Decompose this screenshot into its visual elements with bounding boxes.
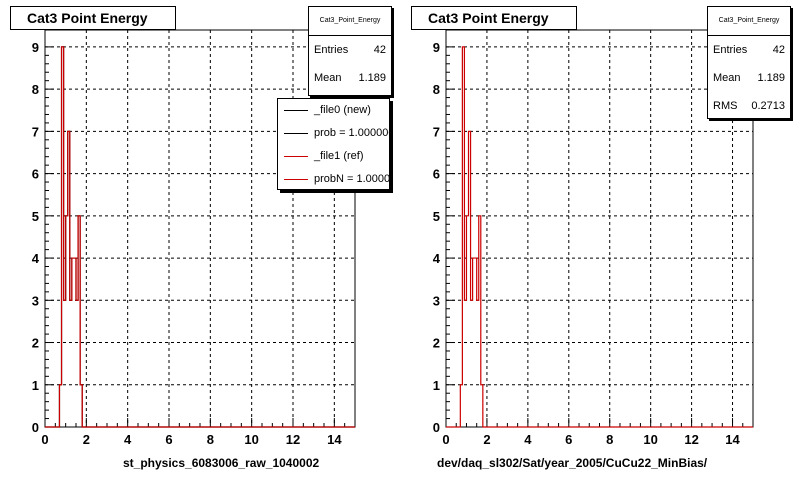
left-y-tick-label-0: 0 <box>32 420 39 435</box>
left-y-tick-label-1: 1 <box>32 378 39 393</box>
left-plot-frame <box>44 29 356 428</box>
left-y-tick-label-5: 5 <box>32 209 39 224</box>
right-stats-box: Cat3_Point_Energy Entries 42 Mean 1.189 … <box>707 6 791 119</box>
right-x-tick-label-0: 0 <box>442 432 449 447</box>
left-histogram-series-1 <box>45 46 355 428</box>
left-y-tick-label-4: 4 <box>32 251 40 266</box>
right-y-tick-label-9: 9 <box>433 40 440 55</box>
right-x-tick-label-12: 12 <box>684 432 698 447</box>
left-y-tick-label-8: 8 <box>32 82 39 97</box>
right-y-tick-label-7: 7 <box>433 124 440 139</box>
legend-label-probn: probN = 1.000000 <box>314 173 390 185</box>
left-x-tick-label-6: 6 <box>165 432 172 447</box>
legend-item-probn: probN = 1.000000 <box>278 168 390 189</box>
left-x-tick-label-14: 14 <box>327 432 342 447</box>
right-stats-rms-value: 0.2713 <box>751 100 785 112</box>
left-stats-mean-label: Mean <box>314 72 342 84</box>
right-stats-entries: Entries 42 <box>708 36 790 64</box>
legend-item-file0: _file0 (new) <box>278 99 389 122</box>
right-y-tick-label-1: 1 <box>433 378 440 393</box>
right-x-tick-label-2: 2 <box>483 432 490 447</box>
right-x-axis-title: dev/daq_sl302/Sat/year_2005/CuCu22_MinBi… <box>437 456 708 470</box>
right-chart-title: Cat3 Point Energy <box>411 6 577 30</box>
left-x-tick-label-10: 10 <box>244 432 258 447</box>
legend-label-file1: _file1 (ref) <box>314 150 364 162</box>
left-stats-mean-value: 1.189 <box>358 72 386 84</box>
right-plot-frame <box>445 29 754 428</box>
legend-line-prob <box>284 133 308 134</box>
legend-label-prob: prob = 1.000000 <box>314 127 390 139</box>
right-y-tick-label-8: 8 <box>433 82 440 97</box>
left-stats-box: Cat3_Point_Energy Entries 42 Mean 1.189 <box>308 6 392 96</box>
left-x-axis-title: st_physics_6083006_raw_1040002 <box>123 456 320 470</box>
right-x-tick-label-6: 6 <box>565 432 572 447</box>
right-stats-rms: RMS 0.2713 <box>708 92 790 120</box>
left-stats-mean: Mean 1.189 <box>309 64 391 92</box>
right-stats-entries-value: 42 <box>772 44 785 56</box>
left-chart-title: Cat3 Point Energy <box>10 6 176 30</box>
left-legend: _file0 (new) prob = 1.000000 _file1 (ref… <box>277 98 390 190</box>
left-x-tick-label-8: 8 <box>207 432 214 447</box>
left-y-tick-label-7: 7 <box>32 124 39 139</box>
right-stats-mean-label: Mean <box>713 72 741 84</box>
right-y-tick-label-2: 2 <box>433 336 440 351</box>
right-x-tick-label-10: 10 <box>643 432 657 447</box>
right-stats-mean: Mean 1.189 <box>708 64 790 92</box>
legend-line-probn <box>284 179 308 180</box>
legend-label-file0: _file0 (new) <box>314 104 371 116</box>
right-stats-rms-label: RMS <box>713 100 738 112</box>
right-y-tick-label-4: 4 <box>433 251 441 266</box>
left-stats-entries-value: 42 <box>373 44 386 56</box>
left-y-tick-label-3: 3 <box>32 293 39 308</box>
left-stats-header: Cat3_Point_Energy <box>309 7 391 36</box>
right-x-tick-label-8: 8 <box>606 432 613 447</box>
legend-line-file0 <box>284 110 308 111</box>
left-y-tick-label-6: 6 <box>32 167 39 182</box>
right-x-tick-label-4: 4 <box>524 432 532 447</box>
legend-item-prob: prob = 1.000000 <box>278 122 389 145</box>
left-x-tick-label-12: 12 <box>286 432 300 447</box>
left-stats-entries: Entries 42 <box>309 36 391 64</box>
left-x-tick-label-0: 0 <box>41 432 48 447</box>
right-y-tick-label-3: 3 <box>433 293 440 308</box>
right-stats-entries-label: Entries <box>713 44 748 56</box>
left-y-tick-label-9: 9 <box>32 40 39 55</box>
right-x-tick-label-14: 14 <box>725 432 740 447</box>
right-stats-mean-value: 1.189 <box>757 72 785 84</box>
left-stats-entries-label: Entries <box>314 44 349 56</box>
left-y-tick-label-2: 2 <box>32 336 39 351</box>
left-x-tick-label-2: 2 <box>83 432 90 447</box>
right-y-tick-label-6: 6 <box>433 167 440 182</box>
right-histogram-series-0 <box>446 46 753 428</box>
right-y-tick-label-0: 0 <box>433 420 440 435</box>
left-x-tick-label-4: 4 <box>124 432 132 447</box>
legend-line-file1 <box>284 156 308 157</box>
right-stats-header: Cat3_Point_Energy <box>708 7 790 36</box>
legend-item-file1: _file1 (ref) <box>278 145 389 168</box>
right-y-tick-label-5: 5 <box>433 209 440 224</box>
